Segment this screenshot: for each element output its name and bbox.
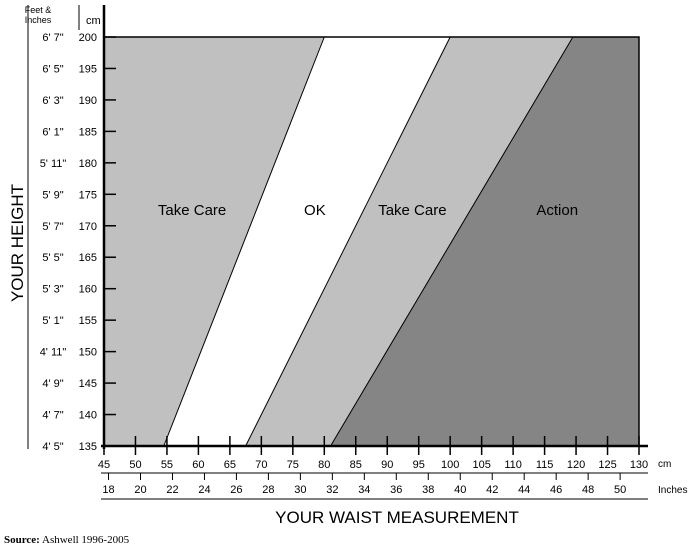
x-tick-label-in-26: 26 <box>230 484 242 496</box>
x-tick-label-cm-120: 120 <box>567 459 585 471</box>
x-tick-label-in-38: 38 <box>422 484 434 496</box>
x-tick-label-in-34: 34 <box>358 484 370 496</box>
x-tick-label-in-48: 48 <box>582 484 594 496</box>
x-tick-label-in-28: 28 <box>262 484 274 496</box>
y-tick-label-feet-9: 5' 11" <box>40 158 67 170</box>
y-axis-title: YOUR HEIGHT <box>8 184 27 302</box>
y-tick-label-feet-5: 5' 3" <box>42 284 63 296</box>
y-feet-header: Feet & Inches <box>25 5 52 25</box>
x-tick-label-in-50: 50 <box>614 484 626 496</box>
x-tick-label-cm-105: 105 <box>472 459 490 471</box>
y-tick-label-feet-1: 4' 7" <box>42 410 63 422</box>
boundary-line-ok-take-care <box>245 36 451 447</box>
y-tick-label-feet-7: 5' 7" <box>42 221 63 233</box>
y-tick-label-cm-170: 170 <box>79 221 97 233</box>
x-inches-header: Inches <box>658 485 687 496</box>
y-tick-label-feet-4: 5' 1" <box>42 315 63 327</box>
y-tick-label-cm-140: 140 <box>79 410 97 422</box>
x-tick-label-cm-130: 130 <box>630 459 648 471</box>
x-axis-title: YOUR WAIST MEASUREMENT <box>275 508 519 527</box>
x-tick-label-cm-85: 85 <box>350 459 362 471</box>
y-tick-label-cm-195: 195 <box>79 63 97 75</box>
y-tick-label-cm-160: 160 <box>79 284 97 296</box>
x-tick-label-in-22: 22 <box>166 484 178 496</box>
source-note: Source: Ashwell 1996-2005 <box>4 534 129 546</box>
x-tick-label-cm-125: 125 <box>598 459 616 471</box>
y-tick-label-feet-2: 4' 9" <box>42 378 63 390</box>
x-tick-label-in-18: 18 <box>102 484 114 496</box>
y-tick-label-cm-180: 180 <box>79 158 97 170</box>
y-tick-label-cm-190: 190 <box>79 95 97 107</box>
source-label: Source: <box>4 534 40 546</box>
x-tick-label-in-30: 30 <box>294 484 306 496</box>
x-tick-label-cm-95: 95 <box>413 459 425 471</box>
x-tick-label-in-24: 24 <box>198 484 210 496</box>
y-tick-label-cm-185: 185 <box>79 126 97 138</box>
source-text: Ashwell 1996-2005 <box>42 534 130 546</box>
y-tick-label-cm-155: 155 <box>79 315 97 327</box>
x-tick-label-cm-60: 60 <box>192 459 204 471</box>
x-tick-label-cm-70: 70 <box>255 459 267 471</box>
x-tick-label-cm-115: 115 <box>536 459 554 471</box>
x-tick-label-in-46: 46 <box>550 484 562 496</box>
y-cm-header: cm <box>86 15 101 27</box>
region-label-3: Action <box>536 202 578 219</box>
x-tick-label-cm-100: 100 <box>441 459 459 471</box>
chart-regions: Take Care OK Take Care Action <box>104 36 639 447</box>
x-tick-label-cm-80: 80 <box>318 459 330 471</box>
x-axis: 45 50 55 60 65 70 75 80 85 90 95 100 105 110 115 120 125… <box>98 436 648 500</box>
x-tick-label-cm-50: 50 <box>129 459 141 471</box>
x-tick-label-in-36: 36 <box>390 484 402 496</box>
y-tick-label-cm-135: 135 <box>79 441 97 453</box>
y-tick-label-feet-3: 4' 11" <box>40 347 67 359</box>
region-label-0: Take Care <box>158 202 226 219</box>
y-tick-label-cm-150: 150 <box>79 347 97 359</box>
y-axis: 135 4' 5" 140 4' 7" 145 4' 9" 150 4' 11" 155 5' 1… <box>27 5 116 453</box>
x-tick-label-in-40: 40 <box>454 484 466 496</box>
y-tick-label-feet-13: 6' 7" <box>42 32 63 44</box>
y-tick-label-cm-175: 175 <box>79 189 97 201</box>
x-tick-label-cm-45: 45 <box>98 459 110 471</box>
x-tick-label-cm-75: 75 <box>287 459 299 471</box>
y-tick-label-feet-10: 6' 1" <box>42 126 63 138</box>
y-tick-label-feet-12: 6' 5" <box>42 63 63 75</box>
x-tick-label-in-20: 20 <box>134 484 146 496</box>
y-tick-label-feet-8: 5' 9" <box>42 189 63 201</box>
y-tick-label-cm-200: 200 <box>79 32 97 44</box>
region-2 <box>245 37 573 446</box>
y-tick-label-cm-145: 145 <box>79 378 97 390</box>
y-tick-label-feet-6: 5' 5" <box>42 252 63 264</box>
y-tick-label-cm-165: 165 <box>79 252 97 264</box>
region-label-2: Take Care <box>378 202 446 219</box>
y-tick-label-feet-11: 6' 3" <box>42 95 63 107</box>
axis-labels: Feet & Inches cm cm Inches YOUR HEIGHT YO… <box>8 5 687 527</box>
boundary-line-take-care-ok <box>163 36 325 447</box>
x-tick-label-in-42: 42 <box>486 484 498 496</box>
region-3 <box>330 37 639 446</box>
x-tick-label-in-44: 44 <box>518 484 530 496</box>
x-tick-label-cm-90: 90 <box>381 459 393 471</box>
region-label-1: OK <box>304 202 326 219</box>
x-tick-label-cm-110: 110 <box>504 459 522 471</box>
x-tick-label-in-32: 32 <box>326 484 338 496</box>
region-1 <box>163 37 451 446</box>
x-cm-header: cm <box>658 459 671 470</box>
x-tick-label-cm-65: 65 <box>224 459 236 471</box>
boundary-line-take-care-action <box>330 36 574 447</box>
y-tick-label-feet-0: 4' 5" <box>42 441 63 453</box>
x-tick-label-cm-55: 55 <box>161 459 173 471</box>
region-0 <box>104 37 325 446</box>
